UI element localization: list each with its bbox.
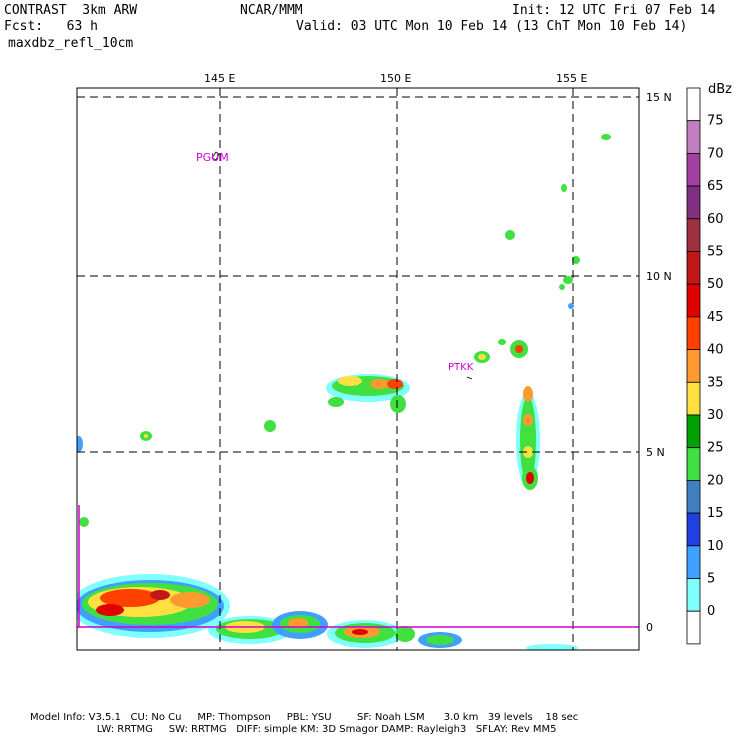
reflectivity-chain-east	[140, 134, 611, 490]
lon-label-150: 150 E	[380, 72, 411, 85]
lat-label-15n: 15 N	[646, 91, 672, 104]
lat-label-5n: 5 N	[646, 446, 665, 459]
org-label: NCAR/MMM	[240, 3, 303, 18]
lat-label-10n: 10 N	[646, 270, 672, 283]
colorbar-label: 5	[707, 572, 715, 587]
ptkk-coastline	[466, 376, 473, 380]
colorbar-swatch	[686, 185, 701, 220]
model-title: CONTRAST 3km ARW	[4, 3, 138, 18]
colorbar-swatch	[686, 512, 701, 547]
lat-lon-grid	[77, 88, 639, 650]
colorbar-label: 60	[707, 212, 724, 227]
init-time: Init: 12 UTC Fri 07 Feb 14	[512, 3, 716, 18]
colorbar-label: 35	[707, 375, 724, 390]
valid-time: Valid: 03 UTC Mon 10 Feb 14 (13 ChT Mon …	[296, 19, 688, 34]
colorbar-swatch	[686, 152, 701, 187]
guam-coastline	[211, 151, 220, 161]
colorbar-swatch	[686, 545, 701, 579]
colorbar-label: 30	[707, 408, 724, 423]
colorbar-swatch	[686, 349, 701, 383]
colorbar	[686, 87, 701, 645]
reflectivity-cluster-central	[326, 374, 410, 413]
colorbar-label: 75	[707, 114, 724, 129]
colorbar-label: 50	[707, 277, 724, 292]
colorbar-swatch	[686, 610, 701, 645]
colorbar-swatch	[686, 251, 701, 285]
reflectivity-band-south	[77, 436, 578, 650]
colorbar-label: 15	[707, 506, 724, 521]
colorbar-swatch	[686, 283, 701, 318]
map-border	[76, 87, 640, 651]
model-info-line1: Model Info: V3.5.1 CU: No Cu MP: Thompso…	[30, 712, 579, 723]
colorbar-swatch	[686, 316, 701, 350]
colorbar-unit: dBz	[708, 82, 732, 97]
colorbar-label: 55	[707, 245, 724, 260]
forecast-hour: Fcst: 63 h	[4, 19, 98, 34]
colorbar-swatch	[686, 578, 701, 612]
colorbar-label: 65	[707, 179, 724, 194]
colorbar-swatch	[686, 381, 701, 416]
colorbar-swatch	[686, 479, 701, 514]
lon-label-145: 145 E	[204, 72, 235, 85]
colorbar-label: 70	[707, 146, 724, 161]
colorbar-label: 25	[707, 441, 724, 456]
station-label-ptkk: PTKK	[448, 362, 474, 373]
colorbar-swatch	[686, 218, 701, 252]
boundary-lines	[77, 505, 639, 628]
colorbar-swatch	[686, 87, 701, 122]
colorbar-label: 45	[707, 310, 724, 325]
reflectivity-field	[77, 134, 611, 650]
field-name: maxdbz_refl_10cm	[8, 36, 134, 51]
colorbar-swatch	[686, 414, 701, 449]
colorbar-swatch	[686, 447, 701, 481]
colorbar-label: 20	[707, 473, 724, 488]
lon-label-155: 155 E	[556, 72, 587, 85]
colorbar-label: 40	[707, 343, 724, 358]
model-info-line2: LW: RRTMG SW: RRTMG DIFF: simple KM: 3D …	[30, 724, 557, 735]
station-label-pgum: PGUM	[196, 151, 229, 164]
lat-label-0: 0	[646, 621, 653, 634]
colorbar-swatch	[686, 120, 701, 154]
colorbar-label: 0	[707, 604, 715, 619]
colorbar-label: 10	[707, 539, 724, 554]
